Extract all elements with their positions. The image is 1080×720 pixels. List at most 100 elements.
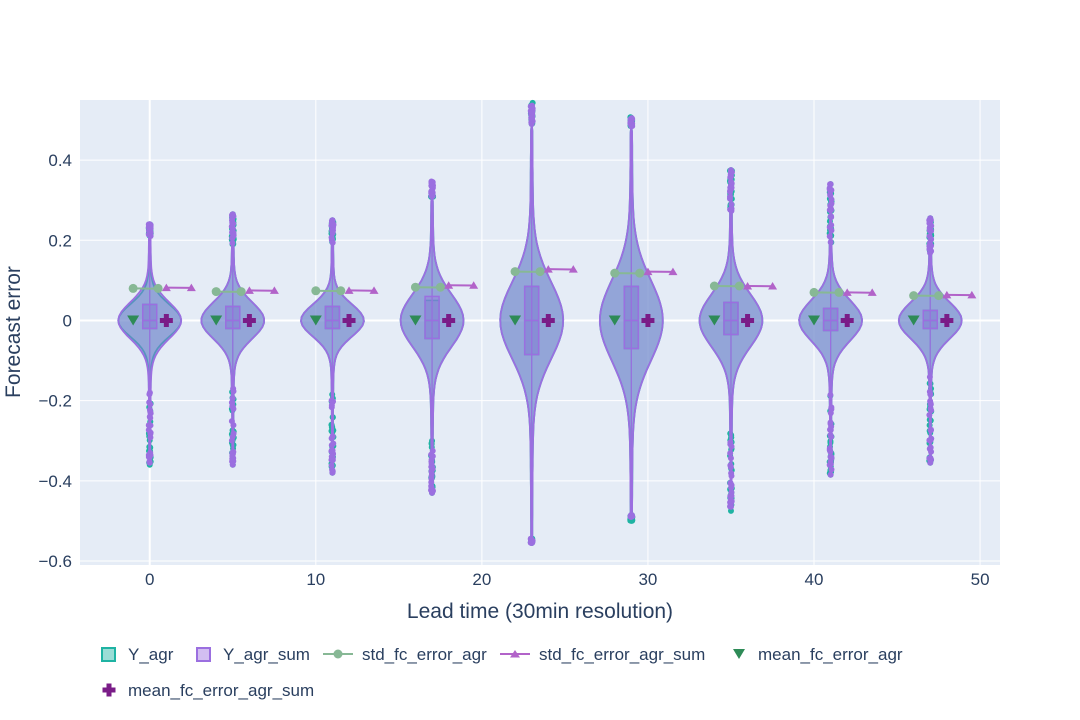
violin-y-agr-sum-outlier (826, 445, 833, 452)
legend-item[interactable]: Y_agr_sum (196, 645, 310, 664)
violin-y-agr-sum-outlier (828, 433, 835, 440)
x-tick-label: 50 (971, 570, 990, 589)
violin-y-agr-sum-outlier (330, 440, 337, 447)
legend-item[interactable]: std_fc_error_agr (323, 645, 487, 664)
violin-y-agr-sum-outlier (828, 206, 835, 213)
violin-y-agr-sum-outlier (329, 457, 336, 464)
violin-y-agr-sum-outlier (628, 513, 635, 520)
violin-y-agr-sum-outlier (428, 473, 435, 480)
std-fc-error-agr-sum-point (867, 288, 877, 296)
violin-y-agr-sum-outlier (328, 462, 335, 469)
violin-y-agr-sum-outlier (828, 200, 835, 207)
std-fc-error-agr-point (934, 291, 944, 301)
legend-swatch-marker (733, 649, 745, 659)
std-fc-error-agr-sum-point (444, 281, 454, 289)
violin-y-agr-sum-outlier (429, 193, 436, 200)
violin-y-agr-sum-outlier (628, 115, 635, 122)
std-fc-error-agr-sum-point (842, 288, 852, 296)
std-fc-error-agr-sum-point (543, 265, 553, 273)
violin-y-agr-sum-outlier (826, 461, 833, 468)
violin-y-agr-sum-outlier (727, 167, 734, 174)
violin-y-agr-sum-outlier (329, 433, 336, 440)
y-axis-label: Forecast error (2, 266, 25, 398)
std-fc-error-agr-point (435, 282, 445, 292)
violin-y-agr-sum-outlier (429, 489, 436, 496)
violin-y-agr-sum-outlier (728, 498, 735, 505)
violin-y-agr-sum-outlier (429, 465, 436, 472)
legend-label: std_fc_error_agr (362, 645, 487, 664)
violin-y-agr-sum-outlier (529, 113, 536, 120)
violin-y-agr-sum-outlier (528, 539, 535, 546)
violin-y-agr-sum-outlier (926, 437, 933, 444)
mean-fc-error-agr-sum-point (541, 313, 555, 327)
violin-y-agr-sum-outlier (927, 400, 934, 407)
legend-label: mean_fc_error_agr_sum (128, 681, 314, 700)
legend-item[interactable]: mean_fc_error_agr_sum (102, 681, 315, 700)
std-fc-error-agr-point (236, 287, 246, 297)
y-axis-ticks: −0.6 −0.4 −0.2 0 0.2 0.4 (38, 151, 72, 571)
violin-y-agr-sum-outlier (728, 472, 735, 479)
mean-fc-error-agr-sum-point (342, 313, 356, 327)
violin-y-agr-sum-outlier (926, 219, 933, 226)
legend-item[interactable]: std_fc_error_agr_sum (500, 645, 705, 664)
x-axis-ticks: 0 10 20 30 40 50 (145, 570, 990, 589)
y-tick-label: −0.4 (38, 472, 72, 491)
mean-fc-error-agr-point (127, 315, 140, 326)
legend-swatch-marker (510, 650, 520, 658)
violin-y-agr-sum-outlier (329, 469, 336, 476)
std-fc-error-agr-sum-point (568, 265, 578, 273)
violin-y-agr-sum-outlier (927, 459, 934, 466)
violin-y-agr-sum-outlier (146, 406, 153, 413)
violin-y-agr-sum-outlier (827, 392, 834, 399)
x-tick-label: 40 (805, 570, 824, 589)
std-fc-error-agr-point (809, 287, 819, 297)
legend-item[interactable]: Y_agr (101, 645, 174, 664)
std-fc-error-agr-point (336, 286, 346, 296)
violin-y-agr-sum-outlier (827, 454, 834, 461)
violin-y-agr-sum-outlier (329, 230, 336, 237)
violin-y-agr-sum-outlier (926, 411, 933, 418)
violin-y-agr-sum-outlier (727, 462, 734, 469)
std-fc-error-agr-point (709, 281, 719, 291)
y-tick-label: −0.2 (38, 392, 72, 411)
violin-y-agr-sum-outlier (147, 434, 154, 441)
std-fc-error-agr-sum-point (269, 286, 279, 294)
std-fc-error-agr-sum-point (161, 283, 171, 292)
mean-fc-error-agr-point (309, 315, 322, 326)
violin-y-agr-sum-outlier (229, 452, 236, 459)
violin-y-agr-sum-outlier (827, 471, 834, 478)
violin-y-agr-sum-outlier (727, 206, 734, 213)
violin-y-agr-sum-outlier (328, 402, 335, 409)
violin-y-agr-sum-outlier (927, 244, 934, 251)
legend[interactable]: Y_agr Y_agr_sum std_fc_error_agr std_fc_err… (101, 645, 903, 700)
violin-y-agr-sum-outlier (229, 240, 236, 247)
std-fc-error-agr-sum-point (668, 267, 678, 276)
std-fc-error-agr-point (410, 282, 420, 292)
x-axis-label: Lead time (30min resolution) (407, 600, 673, 623)
std-fc-error-agr-point (734, 281, 744, 291)
violin-y-agr-sum-outlier (330, 222, 337, 229)
mean-fc-error-agr-sum-point (940, 313, 954, 327)
violin-y-agr-sum-outlier (230, 220, 237, 227)
violin-y-agr-sum-outlier (727, 455, 734, 462)
std-fc-error-agr-point (610, 268, 620, 278)
legend-item[interactable]: mean_fc_error_agr (733, 645, 903, 664)
legend-swatch-marker (333, 649, 343, 659)
std-fc-error-agr-sum-point (967, 290, 977, 299)
violin-y-agr-sum-outlier (146, 459, 153, 466)
legend-label: Y_agr_sum (223, 645, 310, 664)
std-fc-error-agr-sum-point (942, 290, 952, 299)
violin-y-agr-sum-outlier (827, 239, 834, 246)
std-fc-error-agr-point (535, 267, 545, 277)
x-tick-label: 30 (638, 570, 657, 589)
legend-swatch (101, 647, 116, 662)
std-fc-error-agr-sum-point (369, 286, 379, 294)
violin-y-agr-sum-outlier (147, 401, 154, 408)
violin-y-agr-sum-outlier (429, 447, 436, 454)
violin-y-agr-sum-outlier (328, 236, 335, 243)
violin-y-agr-sum-outlier (727, 503, 734, 510)
violin-y-agr-sum-outlier (726, 193, 733, 200)
violin-y-agr-sum-outlier (428, 458, 435, 465)
std-fc-error-agr-sum-point (743, 282, 753, 290)
violin-y-agr-sum-outlier (826, 233, 833, 240)
